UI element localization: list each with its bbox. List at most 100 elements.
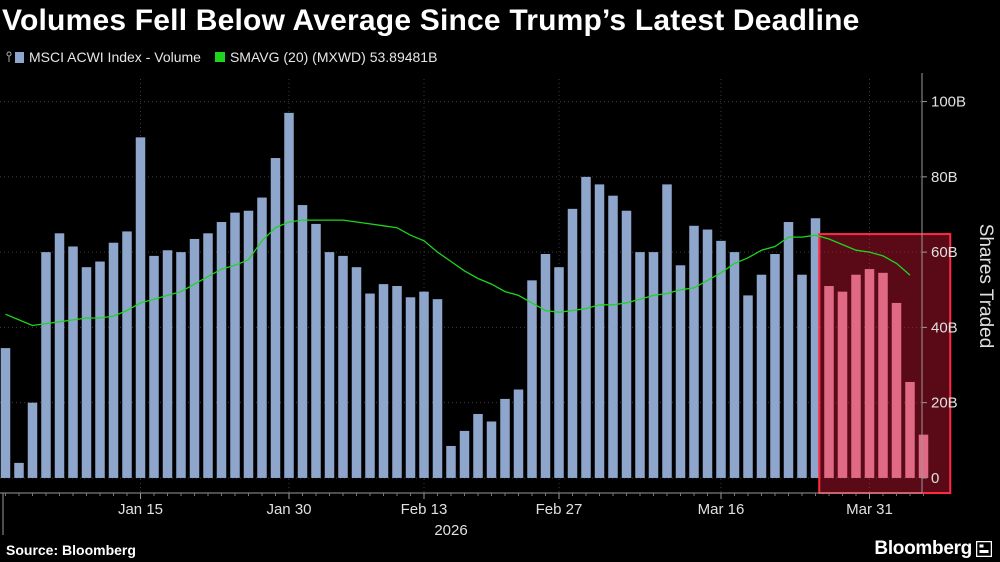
- volume-bar-61: [824, 286, 834, 478]
- volume-bar-42: [567, 208, 578, 478]
- volume-bar-64: [864, 269, 875, 478]
- x-tick-label-31: Feb 13: [401, 501, 448, 518]
- y-tick-label-80: 80B: [931, 169, 958, 186]
- legend-swatch-smavg: [214, 52, 225, 62]
- volume-bar-46: [621, 210, 632, 478]
- smavg-line: [5, 219, 911, 327]
- volume-bar-67: [905, 381, 915, 478]
- volume-bar-5: [68, 246, 78, 478]
- volume-bar-68: [918, 434, 929, 478]
- volume-bar-13: [176, 252, 186, 478]
- volume-bar-3: [41, 252, 51, 478]
- volume-bar-28: [378, 284, 389, 478]
- legend-label-volume: MSCI ACWI Index - Volume: [29, 49, 201, 65]
- volume-bar-65: [878, 272, 888, 478]
- volume-bar-59: [797, 274, 807, 478]
- legend: MSCI ACWI Index - Volume SMAVG (20) (MXW…: [6, 49, 437, 65]
- axes: 0 20B 40B 60B 80B 100B Shares Traded Jan 15 Jan …: [0, 73, 996, 539]
- volume-bar-2: [27, 402, 38, 478]
- volume-bars: [0, 112, 929, 478]
- volume-bar-53: [716, 240, 726, 478]
- volume-bar-32: [432, 299, 443, 478]
- volume-bar-40: [540, 254, 551, 478]
- x-tick-label-41: Feb 27: [536, 501, 583, 518]
- volume-bar-21: [284, 112, 294, 478]
- volume-bar-51: [689, 225, 699, 478]
- source-note: Source: Bloomberg: [6, 542, 136, 558]
- volume-bar-33: [446, 445, 456, 478]
- volume-bar-48: [648, 252, 659, 478]
- volume-bar-11: [149, 255, 159, 478]
- volume-bar-22: [297, 205, 308, 478]
- volume-bar-44: [594, 184, 605, 478]
- volume-bar-24: [324, 252, 335, 478]
- volume-bar-41: [554, 267, 564, 478]
- volume-bar-7: [95, 261, 105, 478]
- chart-canvas: 0 20B 40B 60B 80B 100B Shares Traded Jan 15 Jan …: [0, 73, 996, 539]
- x-tick-label-10: Jan 15: [118, 501, 163, 518]
- volume-bar-56: [756, 274, 767, 478]
- volume-bar-39: [527, 280, 537, 478]
- volume-bar-4: [54, 233, 65, 478]
- bloomberg-mark-icon: [976, 541, 992, 557]
- volume-bar-34: [459, 430, 470, 478]
- x-tick-label-53: Mar 16: [698, 501, 745, 518]
- volume-bar-1: [14, 462, 24, 478]
- volume-bar-10: [135, 137, 146, 478]
- volume-bar-62: [837, 291, 848, 478]
- x-tick-label-64: Mar 31: [846, 501, 893, 518]
- volume-bar-47: [635, 252, 645, 478]
- volume-bar-30: [405, 297, 416, 478]
- y-tick-label-0: 0: [931, 470, 939, 487]
- x-year-label: 2026: [434, 522, 467, 539]
- legend-swatch-volume: [15, 51, 24, 63]
- volume-bar-49: [662, 184, 672, 478]
- volume-bar-19: [257, 197, 267, 478]
- y-tick-label-100: 100B: [931, 94, 966, 111]
- brand-logo-text: Bloomberg: [874, 538, 972, 559]
- volume-bar-27: [365, 293, 375, 478]
- volume-bar-57: [770, 254, 780, 478]
- y-tick-label-20: 20B: [931, 395, 958, 412]
- volume-bar-35: [473, 413, 483, 478]
- volume-bar-6: [81, 267, 92, 478]
- volume-bar-52: [702, 229, 713, 478]
- volume-bar-43: [581, 176, 591, 478]
- volume-bar-37: [500, 398, 510, 478]
- volume-bar-50: [675, 265, 686, 478]
- volume-bar-66: [891, 302, 902, 478]
- y-tick-label-40: 40B: [931, 319, 958, 336]
- volume-bar-12: [162, 250, 173, 478]
- volume-bar-29: [392, 286, 402, 478]
- highlight-region: [818, 233, 952, 494]
- legend-toggle-icon[interactable]: [6, 51, 12, 63]
- volume-bar-26: [351, 267, 362, 478]
- volume-bar-18: [243, 210, 254, 478]
- volume-bar-20: [270, 158, 281, 478]
- volume-bar-38: [513, 389, 524, 478]
- volume-bar-31: [419, 291, 429, 478]
- volume-bar-63: [851, 274, 861, 478]
- volume-bar-17: [230, 212, 240, 478]
- y-axis-label: Shares Traded: [975, 224, 996, 349]
- volume-bar-54: [729, 252, 740, 478]
- highlight-box: [818, 233, 952, 494]
- volume-bar-36: [486, 421, 497, 478]
- y-tick-label-60: 60B: [931, 244, 958, 261]
- volume-bar-45: [608, 195, 618, 478]
- chart-title: Volumes Fell Below Average Since Trump’s…: [2, 4, 860, 37]
- volume-bar-9: [122, 231, 132, 478]
- legend-label-smavg: SMAVG (20) (MXWD) 53.89481B: [229, 49, 438, 65]
- smavg-line-path: [5, 219, 911, 327]
- volume-bar-16: [216, 222, 227, 478]
- volume-bar-25: [338, 255, 348, 478]
- volume-bar-60: [810, 218, 821, 478]
- volume-bar-58: [783, 222, 794, 478]
- x-tick-label-21: Jan 30: [266, 501, 311, 518]
- volume-bar-14: [189, 238, 200, 478]
- volume-bar-23: [311, 223, 321, 478]
- volume-bar-55: [743, 295, 753, 478]
- volume-bar-8: [108, 242, 119, 478]
- volume-bar-0: [0, 348, 11, 478]
- volume-bar-15: [203, 233, 213, 478]
